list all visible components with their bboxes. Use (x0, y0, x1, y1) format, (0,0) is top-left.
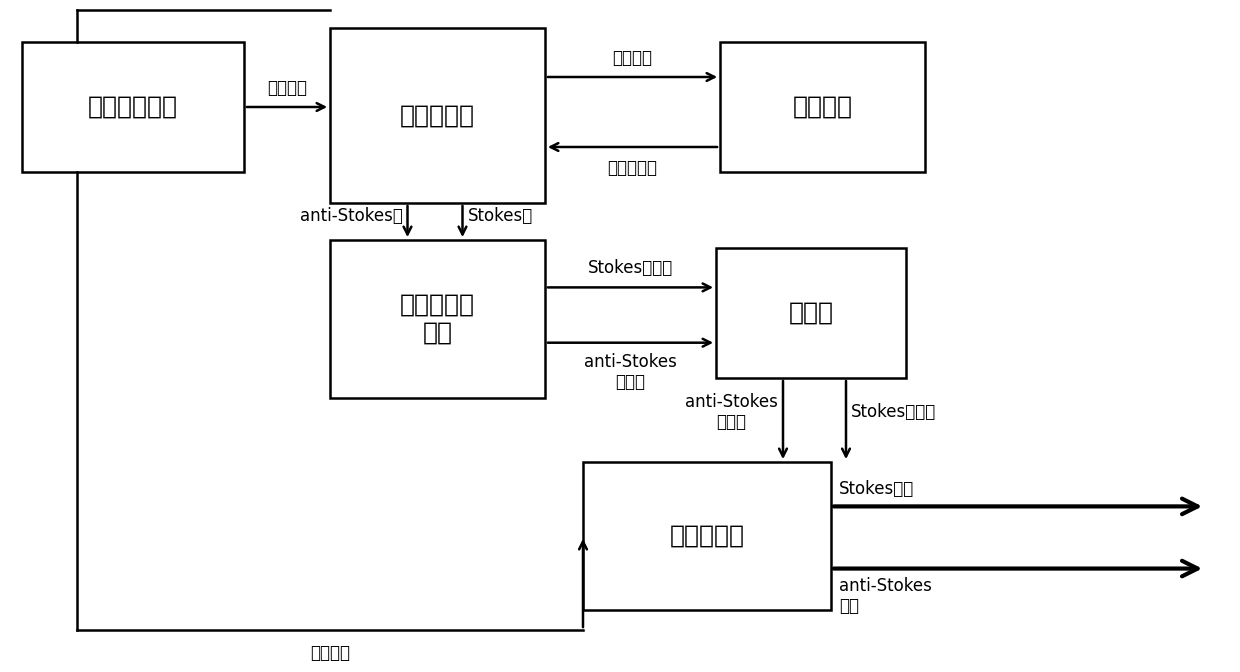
Bar (583, 462, 831, 610)
Bar (22, 42, 244, 172)
Text: 波分复用器: 波分复用器 (401, 103, 475, 128)
Bar (720, 42, 925, 172)
Text: 传感光纤: 传感光纤 (792, 95, 853, 119)
Text: Stokes电信号: Stokes电信号 (851, 403, 936, 421)
Text: 激光脉冲: 激光脉冲 (613, 49, 652, 67)
Text: 同步时钟: 同步时钟 (310, 644, 350, 662)
Text: 激光脉冲光源: 激光脉冲光源 (88, 95, 179, 119)
Text: 雪崩光电二
极管: 雪崩光电二 极管 (401, 293, 475, 345)
Text: anti-Stokes光: anti-Stokes光 (300, 208, 403, 226)
Text: 激光脉冲: 激光脉冲 (267, 79, 308, 97)
Text: 拉曼散射光: 拉曼散射光 (608, 159, 657, 177)
Text: Stokes光: Stokes光 (467, 208, 533, 226)
Text: Stokes电信号: Stokes电信号 (588, 259, 673, 278)
Text: 数据采集卡: 数据采集卡 (670, 524, 744, 548)
Bar (715, 248, 906, 378)
Text: anti-Stokes
电信号: anti-Stokes 电信号 (686, 392, 777, 431)
Text: anti-Stokes
数据: anti-Stokes 数据 (839, 577, 932, 616)
Text: Stokes数据: Stokes数据 (839, 480, 914, 499)
Bar (330, 28, 546, 203)
Text: 放大器: 放大器 (789, 301, 833, 325)
Text: anti-Stokes
电信号: anti-Stokes 电信号 (584, 353, 677, 392)
Bar (330, 240, 546, 398)
